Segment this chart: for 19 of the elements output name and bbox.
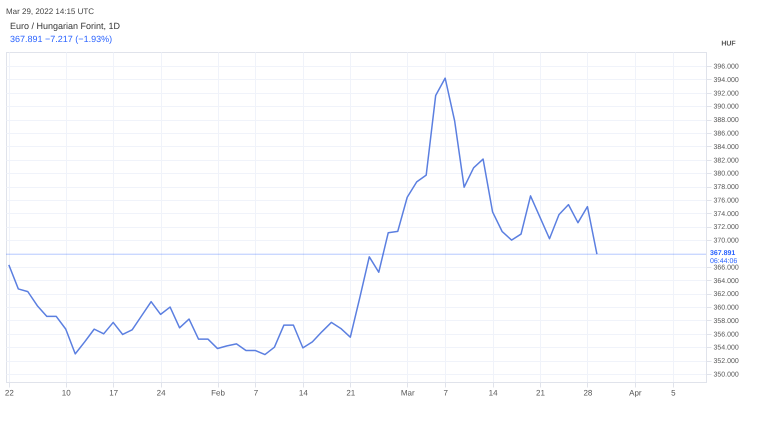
x-tick-label: 5 — [671, 388, 676, 398]
x-tick-label: 28 — [583, 388, 593, 398]
x-tick-label: 7 — [254, 388, 259, 398]
x-tick-label: Feb — [211, 388, 226, 398]
x-tick-label: 14 — [488, 388, 498, 398]
x-tick-label: Mar — [400, 388, 415, 398]
x-tick-label: 10 — [62, 388, 72, 398]
x-tick-label: 14 — [298, 388, 308, 398]
x-tick-label: 21 — [346, 388, 356, 398]
x-tick-label: 24 — [156, 388, 166, 398]
x-tick-label: 17 — [109, 388, 119, 398]
x-tick-label: 21 — [536, 388, 546, 398]
x-tick-label: 22 — [4, 388, 14, 398]
chart-subtitle: 367.891 −7.217 (−1.93%) — [10, 34, 112, 44]
x-tick-label: Apr — [629, 388, 642, 398]
text: Mar 29, 2022 14:15 UTC — [6, 7, 94, 16]
x-tick-label: 7 — [443, 388, 448, 398]
chart-title: Euro / Hungarian Forint, 1D — [10, 21, 121, 31]
line-series — [8, 77, 598, 356]
